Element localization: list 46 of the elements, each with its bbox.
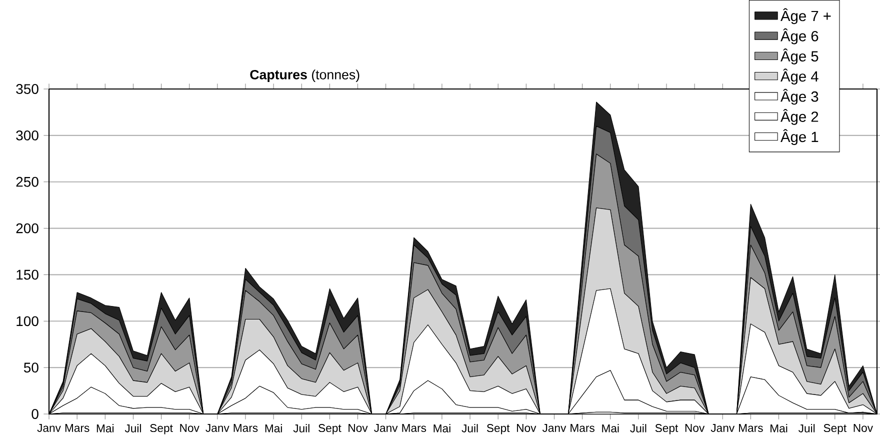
x-tick-label: Juil xyxy=(630,424,646,432)
y-tick-label: 0 xyxy=(32,409,38,419)
x-tick-label: Janv xyxy=(542,424,566,432)
legend-label: Âge 5 xyxy=(780,48,818,64)
x-tick-label: Nov xyxy=(517,424,536,432)
x-tick-label: Sept xyxy=(824,424,846,434)
y-tick-label: 300 xyxy=(16,130,38,140)
legend-label: Âge 2 xyxy=(780,108,818,125)
y-tick-label: 50 xyxy=(24,362,38,373)
legend-label: Âge 6 xyxy=(780,28,818,44)
x-tick-label: Mars xyxy=(234,424,258,432)
x-tick-label: Sept xyxy=(486,424,510,434)
y-tick-label: 150 xyxy=(16,270,38,280)
x-tick-label: Mai xyxy=(434,424,450,432)
x-tick-label: Sept xyxy=(150,424,173,434)
chart-title: Captures (tonnes) xyxy=(250,70,360,82)
x-tick-label: Mai xyxy=(770,424,788,432)
x-tick-label: Mars xyxy=(570,424,594,432)
legend-label: Âge 4 xyxy=(780,68,818,85)
x-tick-label: Mars xyxy=(65,424,90,432)
x-tick-label: Janv xyxy=(206,424,230,432)
y-tick-label: 200 xyxy=(16,223,38,234)
x-tick-label: Juil xyxy=(293,424,310,432)
legend-label: Âge 1 xyxy=(780,129,818,145)
legend-label: Âge 7 + xyxy=(780,8,831,24)
y-tick-label: 250 xyxy=(16,176,38,187)
x-tick-label: Nov xyxy=(854,424,873,432)
x-tick-label: Nov xyxy=(180,424,200,432)
y-tick-label: 100 xyxy=(16,316,38,326)
x-tick-label: Juil xyxy=(462,424,478,432)
x-tick-label: Sept xyxy=(318,424,342,434)
x-tick-label: Juil xyxy=(124,424,141,432)
x-tick-label: Nov xyxy=(685,424,705,432)
x-tick-label: Sept xyxy=(655,424,678,434)
x-tick-label: Mai xyxy=(96,424,114,432)
x-tick-label: Mai xyxy=(265,424,282,432)
legend-label: Âge 3 xyxy=(780,88,818,105)
x-tick-label: Nov xyxy=(348,424,368,432)
x-tick-label: Juil xyxy=(798,424,815,432)
x-tick-label: Mars xyxy=(739,424,763,432)
x-tick-label: Janv xyxy=(710,424,735,432)
x-tick-label: Mai xyxy=(602,424,619,432)
x-tick-label: Janv xyxy=(374,424,398,432)
x-tick-label: Mars xyxy=(402,424,426,432)
y-tick-label: 350 xyxy=(16,84,38,94)
x-tick-label: Janv xyxy=(37,424,61,432)
